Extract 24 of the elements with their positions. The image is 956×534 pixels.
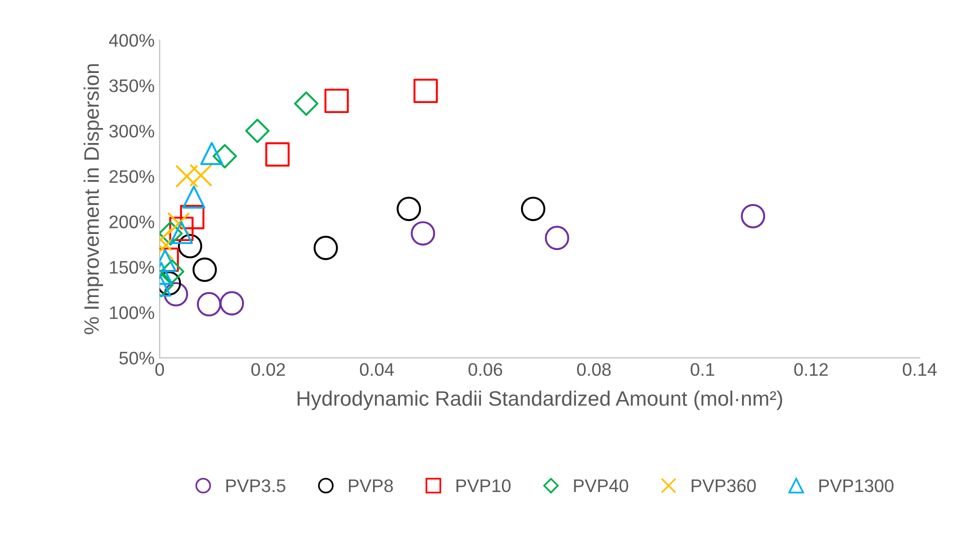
y-tick-label: 100% [110,306,154,320]
legend-label: PVP360 [692,479,756,492]
legend-label: PVP40 [574,479,628,492]
x-tick-label: 0.12 [794,363,828,376]
y-tick-label: 150% [110,260,154,274]
x-axis-title: Hydrodynamic Radii Standardized Amount (mol·nm²) [298,390,782,410]
legend-label: PVP1300 [819,479,894,492]
x-tick-label: 0.08 [577,363,611,376]
y-tick-label: 250% [110,170,154,183]
x-tick-label: 0.06 [468,363,502,376]
x-tick-label: 0.02 [251,363,285,376]
x-tick-label: 0.1 [690,363,714,376]
x-tick-label: 0.14 [902,363,937,376]
y-tick-label: 200% [110,216,154,228]
y-tick-label: 300% [109,124,154,138]
x-tick-label: 0.04 [360,363,394,376]
y-tick-label: 350% [109,79,154,92]
y-tick-label: 400% [109,34,154,47]
y-tick-label: 50% [119,352,154,364]
y-axis-title: % Improvement in Dispersion [84,64,104,334]
legend-label: PVP8 [348,479,393,492]
legend-label: PVP3.5 [226,479,286,492]
x-tick-label: 0 [155,363,164,376]
legend-label: PVP10 [456,479,511,492]
